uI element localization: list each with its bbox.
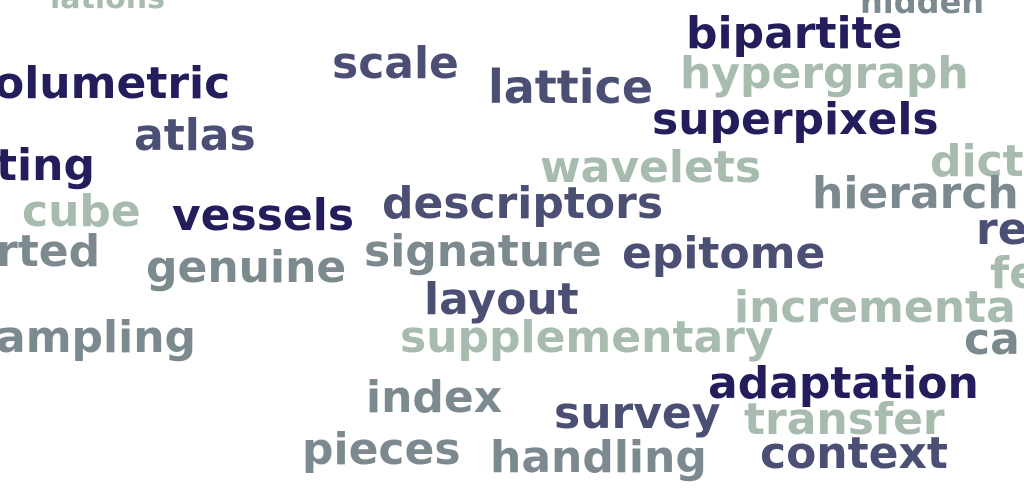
word-signature: signature (364, 226, 602, 277)
word-dict: dict (930, 136, 1024, 187)
word-wavelets: wavelets (540, 142, 762, 193)
word-pieces: pieces (302, 424, 461, 475)
word-layout: layout (424, 274, 579, 325)
word-cube: cube (22, 186, 141, 237)
word-survey: survey (554, 388, 721, 439)
word-transfer: transfer (744, 394, 945, 445)
word-bipartite: bipartite (686, 8, 903, 59)
word-re: re (976, 204, 1024, 255)
word-rted: rted (0, 226, 101, 277)
word-genuine: genuine (146, 242, 347, 293)
word-superpixels: superpixels (652, 94, 939, 145)
word-ca: ca (964, 314, 1020, 365)
word-ampling: ampling (0, 312, 197, 363)
word-index: index (366, 372, 503, 423)
word-descriptors: descriptors (382, 178, 664, 229)
word-handling: handling (490, 432, 707, 483)
word-scale: scale (332, 38, 459, 89)
word-adaptation: adaptation (708, 358, 979, 409)
word-atlas: atlas (134, 110, 256, 161)
word-epitome: epitome (622, 228, 826, 279)
word-hypergraph: hypergraph (680, 48, 969, 99)
word-hierarch: hierarch (812, 168, 1019, 219)
word-olumetric: olumetric (0, 58, 231, 109)
word-ting: ting (0, 140, 95, 191)
word-hidden: hidden (860, 0, 985, 21)
word-lations: lations (50, 0, 165, 14)
word-context: context (760, 428, 948, 479)
word-incremental: incrementa (734, 282, 1016, 333)
word-supplementary: supplementary (400, 312, 774, 363)
word-lattice: lattice (488, 60, 654, 114)
word-vessels: vessels (172, 190, 355, 241)
word-fe: fe (990, 248, 1024, 299)
